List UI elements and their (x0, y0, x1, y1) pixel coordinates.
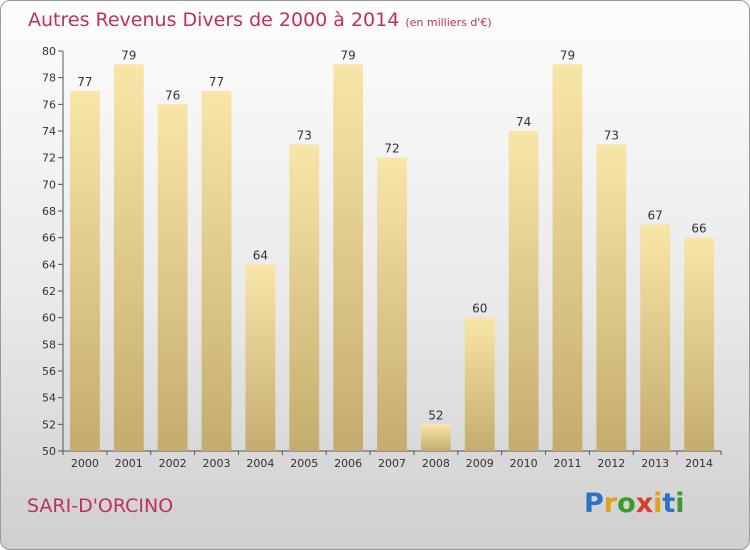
x-tick-label-2011: 2011 (553, 457, 581, 470)
logo-letter: i (653, 488, 663, 519)
x-tick-label-2007: 2007 (378, 457, 406, 470)
proxiti-logo: Proxiti (584, 488, 685, 519)
x-tick-label-2002: 2002 (159, 457, 187, 470)
bar-2014 (684, 237, 714, 451)
logo-letter: P (584, 488, 604, 519)
y-tick-label: 56 (42, 365, 56, 378)
y-tick-label: 68 (42, 205, 56, 218)
logo-letter: o (617, 488, 636, 519)
chart-title: Autres Revenus Divers de 2000 à 2014 (en … (28, 9, 492, 31)
logo-letter: i (675, 488, 685, 519)
y-tick-label: 72 (42, 152, 56, 165)
data-label-2002: 76 (165, 88, 180, 102)
bar-2005 (289, 144, 320, 452)
bar-2013 (640, 224, 671, 451)
data-label-2009: 60 (472, 302, 487, 316)
x-tick-label-2012: 2012 (597, 457, 625, 470)
chart-bars (70, 64, 714, 452)
bar-2009 (464, 317, 495, 451)
y-tick-label: 78 (42, 72, 56, 85)
x-tick-label-2010: 2010 (510, 457, 538, 470)
y-tick-label: 54 (42, 392, 56, 405)
bar-2006 (333, 64, 364, 452)
data-label-2014: 66 (691, 222, 706, 236)
data-label-2003: 77 (209, 75, 224, 89)
data-label-2012: 73 (604, 128, 619, 142)
y-tick-label: 60 (42, 312, 56, 325)
y-tick-label: 52 (42, 418, 56, 431)
y-tick-label: 64 (42, 258, 56, 271)
bar-2012 (596, 144, 627, 452)
bar-2010 (508, 131, 539, 451)
data-label-2007: 72 (384, 142, 399, 156)
x-tick-label-2004: 2004 (246, 457, 274, 470)
data-label-2013: 67 (648, 208, 663, 222)
logo-letter: t (662, 488, 676, 519)
logo-letter: r (603, 488, 618, 519)
data-label-2010: 74 (516, 115, 531, 129)
y-tick-label: 50 (42, 445, 56, 458)
chart-data-labels: 77 79 76 77 64 73 79 72 52 60 74 79 73 67 66 (77, 48, 706, 422)
bar-2008 (420, 424, 451, 451)
chart-title-text: Autres Revenus Divers de 2000 à 2014 (28, 9, 400, 31)
bar-2011 (552, 64, 583, 452)
bar-2000 (70, 91, 100, 451)
bar-2002 (157, 104, 188, 451)
y-tick-label: 80 (42, 45, 56, 58)
data-label-2001: 79 (121, 48, 136, 62)
x-tick-label-2013: 2013 (641, 457, 669, 470)
logo-letter: x (635, 488, 654, 519)
data-label-2008: 52 (428, 408, 443, 422)
y-tick-label: 70 (42, 178, 56, 191)
x-tick-label-2009: 2009 (466, 457, 494, 470)
x-tick-label-2014: 2014 (685, 457, 713, 470)
chart-subtitle: (en milliers d'€) (405, 16, 492, 29)
x-tick-label-2008: 2008 (422, 457, 450, 470)
data-label-2006: 79 (340, 48, 355, 62)
data-label-2005: 73 (297, 128, 312, 142)
x-tick-label-2000: 2000 (71, 457, 99, 470)
commune-name: SARI-D'ORCINO (27, 495, 174, 517)
data-label-2000: 77 (77, 75, 92, 89)
bar-2001 (113, 64, 144, 452)
y-tick-label: 74 (42, 125, 56, 138)
y-tick-label: 76 (42, 98, 56, 111)
y-tick-label: 62 (42, 285, 56, 298)
x-tick-label-2005: 2005 (290, 457, 318, 470)
x-tick-label-2003: 2003 (203, 457, 231, 470)
y-tick-label: 58 (42, 338, 56, 351)
bar-2007 (377, 157, 407, 451)
data-label-2011: 79 (560, 48, 575, 62)
bar-2003 (201, 91, 232, 451)
x-tick-label-2006: 2006 (334, 457, 362, 470)
x-tick-label-2001: 2001 (115, 457, 143, 470)
data-label-2004: 64 (253, 248, 268, 262)
bar-2004 (245, 264, 276, 451)
y-tick-label: 66 (42, 232, 56, 245)
